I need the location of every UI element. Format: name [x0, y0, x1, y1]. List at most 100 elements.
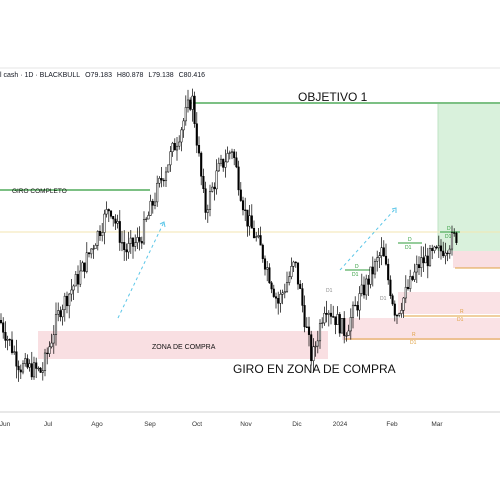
zone-marker-d1-b-bot: D1 [405, 245, 412, 251]
candle-body [437, 245, 440, 249]
candle-body [239, 189, 242, 201]
candle-body [391, 295, 394, 305]
candle-body [65, 295, 69, 307]
candle-body [369, 266, 372, 285]
candle-body [134, 242, 137, 247]
candle-body [367, 278, 370, 285]
demand-zone-mid [398, 292, 500, 314]
candle-body [402, 297, 405, 311]
candle-body [345, 335, 348, 337]
candle-body [191, 95, 194, 110]
candle-body [57, 310, 60, 315]
low-value: L79.138 [148, 72, 174, 79]
candle-body [153, 201, 157, 206]
zone-marker-v-a: D1 [326, 288, 333, 294]
candle-body [169, 151, 172, 166]
candle-body [334, 316, 337, 325]
candle-body [272, 288, 275, 297]
buy-zone-box [38, 331, 328, 359]
candle-body [336, 314, 339, 325]
x-tick-label: Oct [192, 421, 202, 428]
x-tick-label: Sep [144, 421, 156, 428]
candle-body [151, 200, 154, 206]
candle-body [241, 200, 245, 211]
candle-body [147, 215, 150, 220]
candle-body [409, 276, 412, 289]
candle-body [329, 312, 333, 317]
candle-body [371, 266, 374, 275]
candle-body [211, 186, 214, 192]
candle-body [193, 95, 196, 124]
candle-body [380, 247, 383, 257]
candles-group [0, 88, 458, 382]
candle-body [105, 209, 108, 215]
candle-body [175, 145, 179, 151]
candle-body [158, 178, 161, 184]
candle-body [171, 142, 174, 152]
candle-body [450, 232, 454, 250]
zone-marker-r-b-bot: D1 [410, 340, 417, 346]
candle-body [2, 322, 5, 333]
candle-body [387, 263, 390, 281]
candle-body [28, 363, 31, 368]
candle-body [417, 264, 421, 268]
candle-body [351, 304, 355, 318]
stop-zone-box [453, 251, 500, 268]
candle-body [321, 322, 324, 324]
candle-body [426, 255, 429, 267]
candle-body [277, 297, 280, 304]
candle-body [283, 291, 286, 294]
candle-body [131, 237, 135, 247]
candle-body [79, 270, 82, 285]
zone-marker-d1-a-bot: D1 [352, 272, 359, 278]
candle-body [26, 358, 29, 368]
candle-body [8, 339, 11, 341]
candle-body [446, 252, 449, 255]
candle-body [224, 161, 227, 168]
candle-body [125, 249, 128, 253]
candle-body [13, 351, 16, 353]
candle-body [400, 310, 403, 314]
close-value: C80.416 [178, 72, 206, 79]
candle-body [129, 237, 132, 244]
candle-body [54, 313, 58, 335]
candle-body [428, 248, 432, 267]
candle-body [354, 304, 357, 307]
candle-body [219, 158, 223, 164]
x-tick-label: Feb [386, 421, 398, 428]
candle-body [453, 232, 456, 234]
candle-body [415, 264, 418, 273]
candle-body [382, 247, 385, 257]
candle-body [228, 152, 231, 154]
candle-body [217, 162, 220, 172]
candle-body [343, 318, 346, 336]
candle-body [413, 271, 416, 280]
candle-body [90, 248, 93, 255]
candle-body [263, 258, 267, 270]
candle-body [246, 209, 249, 227]
x-tick-label: 2024 [333, 421, 348, 428]
open-value: O79.183 [85, 72, 112, 79]
candle-body [327, 312, 330, 315]
candle-body [226, 153, 229, 163]
candle-body [96, 231, 99, 246]
candle-body [285, 282, 289, 292]
candle-body [52, 334, 55, 344]
candle-body [180, 129, 183, 143]
candle-body [41, 370, 44, 373]
candle-body [389, 279, 392, 297]
candle-body [30, 363, 33, 378]
candle-body [349, 317, 352, 332]
candle-body [323, 312, 326, 324]
candle-body [444, 252, 447, 257]
candle-body [314, 345, 317, 348]
x-tick-label: Jul [44, 421, 53, 428]
candle-body [270, 282, 273, 290]
candle-body [116, 221, 119, 224]
candle-body [127, 243, 130, 253]
candle-body [215, 170, 218, 190]
candle-body [50, 342, 53, 348]
zone-marker-r-a-top: R [460, 309, 464, 315]
candle-body [197, 145, 201, 154]
